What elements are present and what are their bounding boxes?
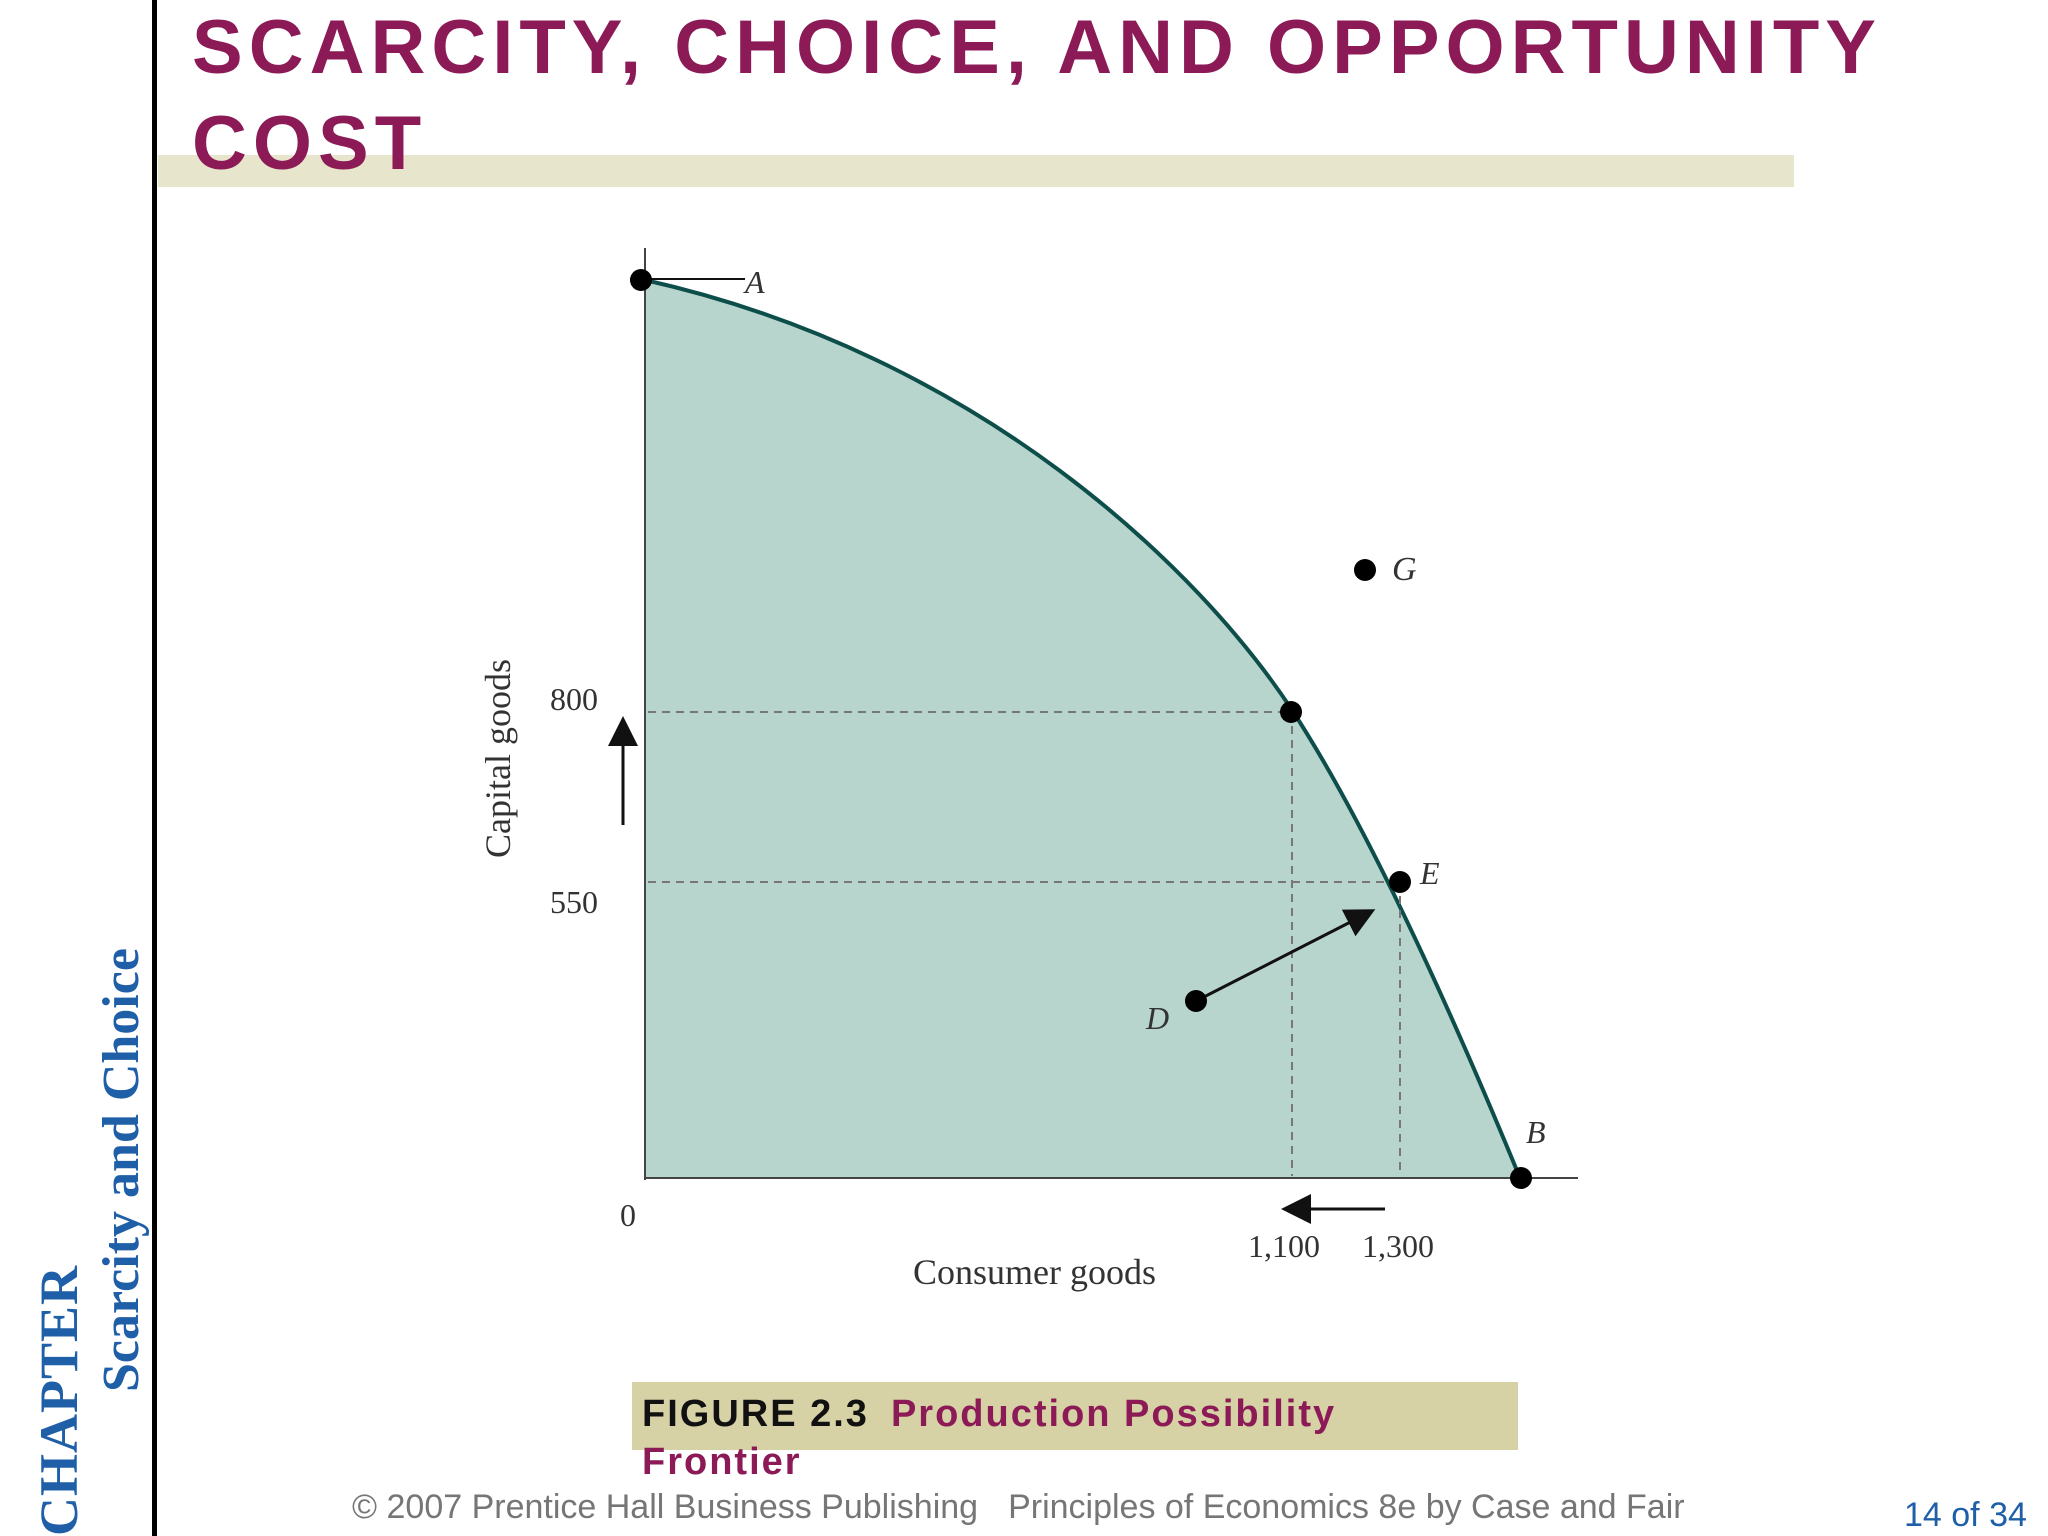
point-b-label: B bbox=[1526, 1114, 1546, 1150]
point-d-label: D bbox=[1145, 1000, 1169, 1036]
feasible-region bbox=[645, 280, 1520, 1178]
y-tick-800: 800 bbox=[550, 681, 598, 717]
point-a bbox=[630, 269, 652, 291]
point-d bbox=[1185, 990, 1207, 1012]
frontier-curve bbox=[644, 278, 1522, 1179]
point-g bbox=[1354, 559, 1376, 581]
figure-caption-box bbox=[632, 1382, 1518, 1450]
point-a-label: A bbox=[743, 264, 765, 300]
vertical-divider bbox=[152, 0, 157, 1536]
arrow-d-to-e bbox=[1195, 909, 1376, 1003]
title-underline-band bbox=[158, 155, 1794, 187]
point-e-label: E bbox=[1419, 855, 1440, 891]
point-e bbox=[1389, 871, 1411, 893]
x-tick-1100: 1,100 bbox=[1248, 1228, 1320, 1264]
y-tick-550: 550 bbox=[550, 884, 598, 920]
point-g-label: G bbox=[1392, 551, 1417, 588]
figure-title: Production Possibility Frontier bbox=[642, 1393, 1337, 1483]
slide-title: SCARCITY, CHOICE, AND OPPORTUNITY COST bbox=[192, 5, 1881, 186]
footer-copyright: © 2007 Prentice Hall Business Publishing bbox=[352, 1488, 979, 1526]
point-b bbox=[1510, 1167, 1532, 1189]
x-tick-1300: 1,300 bbox=[1362, 1228, 1434, 1264]
x-axis-label: Consumer goods bbox=[913, 1252, 1156, 1292]
figure-caption: FIGURE 2.3 Production Possibility Frontie… bbox=[642, 1390, 1402, 1486]
footer: © 2007 Prentice Hall Business Publishing… bbox=[352, 1488, 1685, 1527]
origin-label: 0 bbox=[620, 1197, 636, 1233]
y-axis-label: Capital goods bbox=[478, 659, 518, 858]
footer-book: Principles of Economics 8e by Case and F… bbox=[1008, 1488, 1685, 1526]
page-number: 14 of 34 bbox=[1904, 1496, 2027, 1534]
point-1100-800 bbox=[1280, 701, 1302, 723]
figure-number: FIGURE 2.3 bbox=[642, 1393, 869, 1435]
